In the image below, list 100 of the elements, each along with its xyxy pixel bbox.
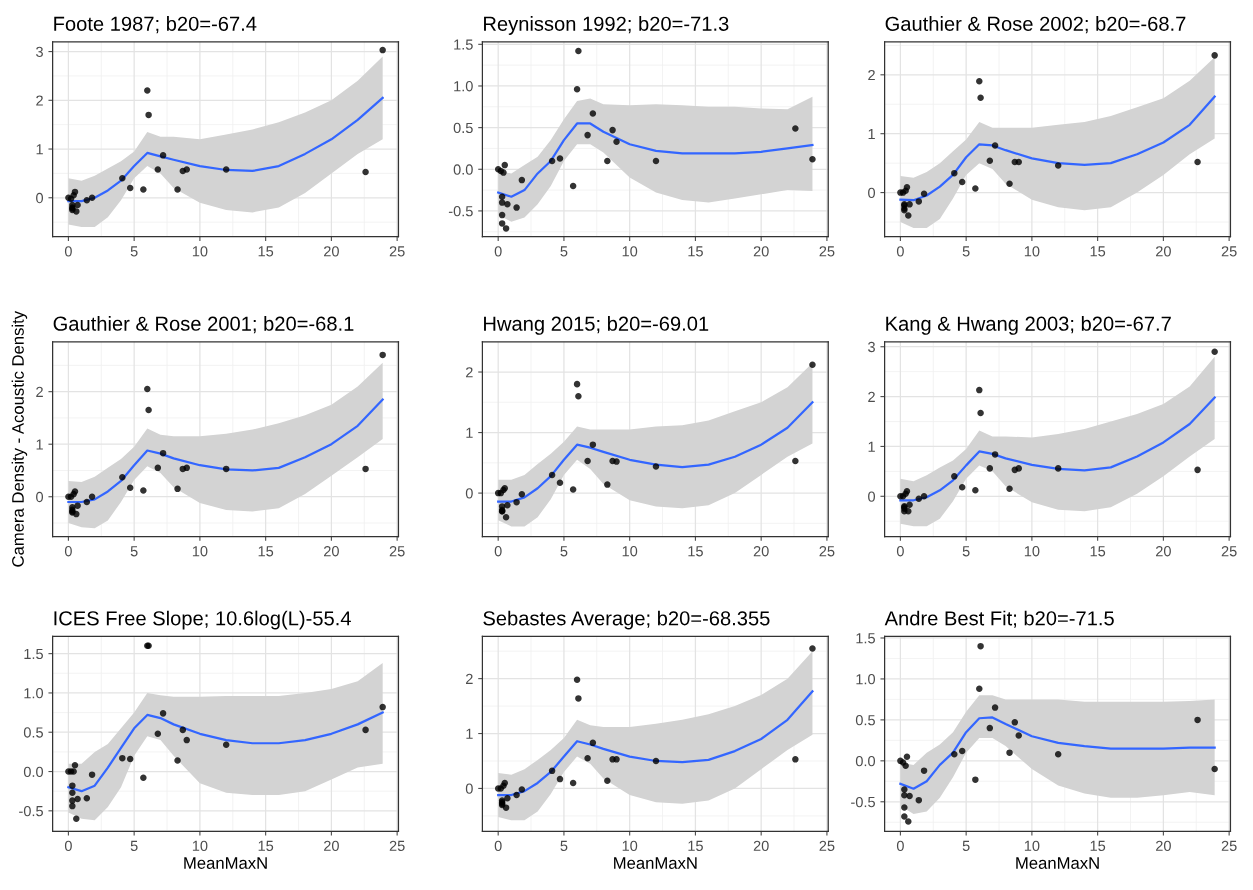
x-axis-title: MeanMaxN xyxy=(184,857,267,869)
y-tick-label: 1 xyxy=(36,439,43,450)
x-tick-label: 0 xyxy=(494,840,502,851)
x-tick-label: 0 xyxy=(896,246,904,257)
x-tick-label: 25 xyxy=(819,246,835,257)
y-tick-label: 0.5 xyxy=(453,122,473,134)
y-tick-label: 1.0 xyxy=(856,674,876,685)
x-tick-label: 20 xyxy=(324,840,339,851)
y-tick-label: 0 xyxy=(36,192,44,204)
y-tick-label: 1.0 xyxy=(24,688,44,699)
x-tick-label: 0 xyxy=(494,546,502,557)
x-tick-label: 20 xyxy=(753,840,769,851)
x-tick-label: 0 xyxy=(896,546,904,557)
y-tick-label: 1 xyxy=(868,128,875,139)
y-axis-title: Camera Density - Acoustic Density xyxy=(11,310,28,567)
y-tick-label: 0.0 xyxy=(23,766,44,777)
x-tick-label: 5 xyxy=(962,840,970,851)
y-tick-label: -0.5 xyxy=(448,206,473,217)
x-tick-label: 25 xyxy=(1221,546,1237,557)
y-tick-label: 1 xyxy=(466,728,473,739)
x-tick-label: 15 xyxy=(258,246,274,257)
x-tick-label: 20 xyxy=(1156,546,1171,557)
x-tick-label: 15 xyxy=(1090,840,1106,851)
y-tick-label: 1.5 xyxy=(24,648,43,660)
chart-title: Andre Best Fit; b20=-71.5 xyxy=(884,610,1114,628)
x-tick-label: 25 xyxy=(1221,840,1237,851)
chart-title: Gauthier & Rose 2001; b20=-68.1 xyxy=(53,316,354,334)
x-axis-title: MeanMaxN xyxy=(1016,857,1099,869)
y-tick-label: 1 xyxy=(466,427,473,438)
x-axis-title: MeanMaxN xyxy=(614,857,697,869)
x-tick-label: 20 xyxy=(753,246,769,257)
chart-title: Hwang 2015; b20=-69.01 xyxy=(484,316,709,335)
x-tick-label: 10 xyxy=(1024,840,1040,851)
y-tick-label: 0 xyxy=(465,488,473,499)
x-tick-label: 0 xyxy=(64,840,72,851)
y-tick-label: 1.0 xyxy=(454,81,473,92)
x-tick-label: 15 xyxy=(688,840,703,851)
x-tick-label: 5 xyxy=(130,246,138,257)
y-tick-label: 0 xyxy=(36,491,44,503)
x-tick-label: 10 xyxy=(1024,246,1040,257)
x-tick-label: 20 xyxy=(753,546,769,557)
y-tick-label: 0 xyxy=(868,491,876,502)
x-tick-label: 5 xyxy=(560,840,568,851)
x-tick-label: 0 xyxy=(896,840,904,851)
y-tick-label: 0 xyxy=(868,187,876,198)
x-tick-label: 15 xyxy=(258,840,274,851)
x-tick-label: 15 xyxy=(1090,546,1106,557)
y-tick-label: 2 xyxy=(36,95,43,106)
x-tick-label: 15 xyxy=(1090,246,1106,257)
y-tick-label: 0.5 xyxy=(23,727,43,738)
x-tick-label: 10 xyxy=(622,246,638,257)
x-tick-label: 10 xyxy=(192,246,208,257)
chart-title: Kang & Hwang 2003; b20=-67.7 xyxy=(886,316,1171,335)
y-tick-label: 2 xyxy=(466,673,473,684)
x-tick-label: 20 xyxy=(1156,246,1171,257)
chart-title: Sebastes Average; b20=-68.355 xyxy=(483,610,770,630)
y-tick-label: 2 xyxy=(868,391,875,402)
x-tick-label: 25 xyxy=(819,840,835,851)
chart-title: Foote 1987; b20=-67.4 xyxy=(54,16,257,34)
chart-title: Reynisson 1992; b20=-71.3 xyxy=(484,16,729,35)
x-tick-label: 5 xyxy=(560,246,568,257)
y-tick-label: 2 xyxy=(466,367,473,378)
y-tick-label: 1 xyxy=(36,144,43,155)
y-tick-label: 1.5 xyxy=(856,633,875,644)
x-tick-label: 25 xyxy=(819,546,835,557)
chart-title: Gauthier & Rose 2002; b20=-68.7 xyxy=(885,16,1186,34)
y-tick-label: 0.0 xyxy=(453,164,473,175)
x-tick-label: 15 xyxy=(258,546,274,557)
y-tick-label: 3 xyxy=(36,46,43,57)
x-tick-label: 5 xyxy=(130,840,138,851)
x-tick-label: 25 xyxy=(389,546,405,557)
y-tick-label: 0 xyxy=(465,783,473,794)
y-tick-label: -0.5 xyxy=(851,796,875,808)
x-tick-label: 15 xyxy=(688,546,703,557)
x-tick-label: 15 xyxy=(688,246,703,257)
x-tick-label: 10 xyxy=(622,840,638,851)
x-tick-label: 20 xyxy=(324,546,339,557)
y-tick-label: 3 xyxy=(868,341,875,353)
x-tick-label: 0 xyxy=(64,546,72,557)
y-tick-label: 0.5 xyxy=(855,714,875,726)
x-tick-label: 10 xyxy=(192,840,208,851)
x-tick-label: 10 xyxy=(1024,546,1040,557)
x-tick-label: 5 xyxy=(962,246,970,257)
x-tick-label: 5 xyxy=(962,546,970,557)
x-tick-label: 0 xyxy=(64,246,72,257)
y-tick-label: -0.5 xyxy=(19,805,43,817)
y-tick-label: 0.0 xyxy=(855,755,876,767)
x-tick-label: 25 xyxy=(389,246,405,257)
y-tick-label: 1 xyxy=(868,441,875,452)
y-tick-label: 2 xyxy=(36,386,43,397)
x-tick-label: 5 xyxy=(130,546,138,557)
x-tick-label: 20 xyxy=(324,246,339,257)
x-tick-label: 0 xyxy=(494,246,502,257)
x-tick-label: 20 xyxy=(1156,840,1171,851)
x-tick-label: 10 xyxy=(622,546,638,557)
y-tick-label: 1.5 xyxy=(454,39,473,50)
chart-title: ICES Free Slope; 10.6log(L)-55.4 xyxy=(54,610,351,630)
x-tick-label: 25 xyxy=(1221,246,1237,257)
x-tick-label: 5 xyxy=(560,546,568,557)
x-tick-label: 25 xyxy=(389,840,405,851)
